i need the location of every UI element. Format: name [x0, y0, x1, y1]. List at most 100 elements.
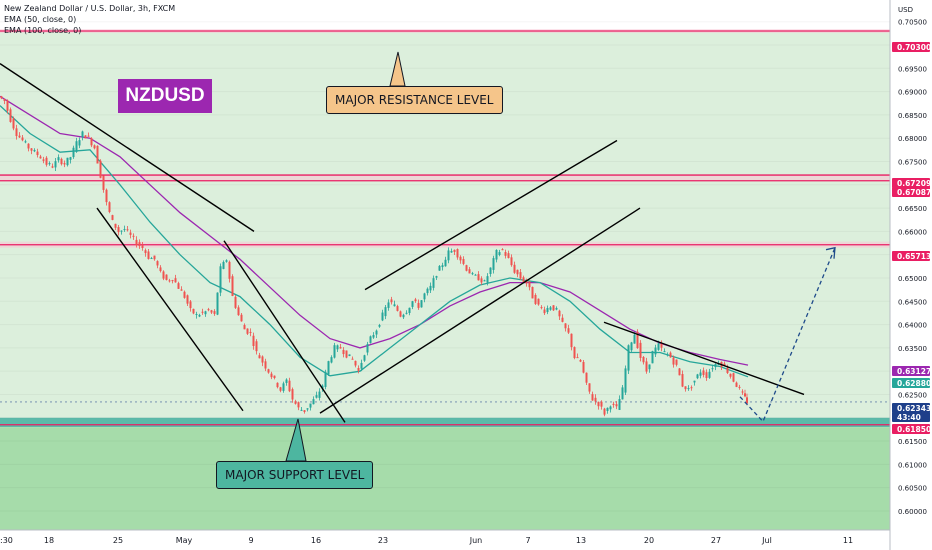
candle-body [510, 257, 513, 266]
price-tag-bg [892, 42, 930, 52]
candle-body [657, 343, 660, 350]
y-tick-label: 0.68000 [898, 135, 927, 143]
candle-body [276, 382, 279, 388]
candle-body [423, 293, 426, 300]
candle-body [675, 359, 678, 365]
candle-body [741, 391, 744, 393]
candle-body [513, 264, 516, 273]
candle-body [114, 223, 117, 228]
candle-body [171, 280, 174, 282]
price-tag-bg [892, 412, 930, 422]
candle-body [564, 323, 567, 329]
candle-body [447, 250, 450, 261]
candle-body [321, 385, 324, 389]
candle-body [21, 137, 24, 141]
candle-body [228, 261, 231, 279]
candle-body [456, 249, 459, 258]
price-tag-label: 0.67087 [897, 188, 931, 197]
candle-body [609, 406, 612, 410]
candle-body [603, 408, 606, 415]
candle-body [186, 295, 189, 304]
candle-body [99, 160, 102, 178]
y-tick-label: 0.66000 [898, 228, 927, 236]
candle-body [153, 255, 156, 260]
ema50-legend: EMA (50, close, 0) [4, 15, 77, 24]
x-tick-label: 18 [44, 536, 54, 545]
candle-body [318, 391, 321, 398]
candle-body [348, 354, 351, 357]
candle-body [624, 368, 627, 393]
x-tick-label: Jul [761, 536, 772, 545]
candle-body [708, 371, 711, 378]
candle-body [660, 343, 663, 348]
x-tick-label: 25 [113, 536, 123, 545]
price-tag-label: 0.61850 [897, 425, 931, 434]
support-callout[interactable]: MAJOR SUPPORT LEVEL [216, 461, 374, 489]
y-tick-label: 0.66500 [898, 205, 927, 213]
price-tag-label: 0.67209 [897, 179, 931, 188]
candle-body [540, 307, 543, 309]
candle-body [324, 371, 327, 387]
candle-body [216, 292, 219, 315]
candle-body [195, 314, 198, 316]
candle-body [345, 350, 348, 358]
trendline-2 [223, 240, 346, 423]
candle-body [627, 345, 630, 371]
candle-body [252, 335, 255, 346]
candle-body [72, 147, 75, 158]
candle-body [162, 271, 165, 279]
candle-body [411, 301, 414, 307]
candle-body [582, 361, 585, 373]
candle-body [351, 358, 354, 360]
candle-body [501, 249, 504, 251]
candle-body [39, 156, 42, 159]
y-tick-label: 0.64500 [898, 298, 927, 306]
y-tick-label: 0.63500 [898, 345, 927, 353]
candle-body [534, 294, 537, 304]
candle-body [459, 256, 462, 261]
candle-body [744, 393, 746, 397]
candle-body [399, 311, 402, 317]
y-tick-label: 0.61000 [898, 461, 927, 469]
candle-body [282, 383, 285, 391]
candle-body [93, 145, 96, 149]
candle-body [663, 351, 666, 353]
candle-body [384, 307, 387, 317]
candle-body [492, 258, 495, 270]
candle-body [189, 301, 192, 309]
price-tag-bg [892, 187, 930, 197]
candle-body [117, 227, 120, 233]
resistance-callout[interactable]: MAJOR RESISTANCE LEVEL [326, 86, 503, 114]
candle-body [6, 100, 9, 111]
candle-body [309, 403, 312, 408]
candle-body [207, 309, 210, 311]
price-tag-bg [892, 251, 930, 261]
trendline-1 [96, 207, 244, 412]
candle-body [267, 369, 270, 373]
candle-body [336, 345, 339, 350]
candle-body [495, 249, 498, 260]
candle-body [405, 312, 408, 314]
candle-body [285, 379, 288, 383]
candle-body [138, 242, 141, 246]
candle-body [746, 397, 748, 404]
candle-body [507, 253, 510, 259]
candle-body [141, 245, 144, 249]
candle-body [225, 260, 228, 262]
candle-body [732, 373, 735, 382]
candle-body [546, 308, 549, 313]
candle-body [606, 407, 609, 411]
candle-body [588, 383, 591, 392]
candle-body [96, 145, 99, 164]
trendline-4 [364, 139, 618, 291]
candle-body [234, 296, 237, 308]
candle-body [135, 239, 138, 246]
candle-body [354, 360, 357, 366]
candle-body [240, 314, 243, 322]
candle-body [402, 314, 405, 318]
candle-body [108, 202, 111, 212]
candle-body [132, 235, 135, 237]
candle-body [144, 250, 147, 254]
candle-body [480, 278, 483, 283]
currency-label: USD [898, 6, 913, 14]
